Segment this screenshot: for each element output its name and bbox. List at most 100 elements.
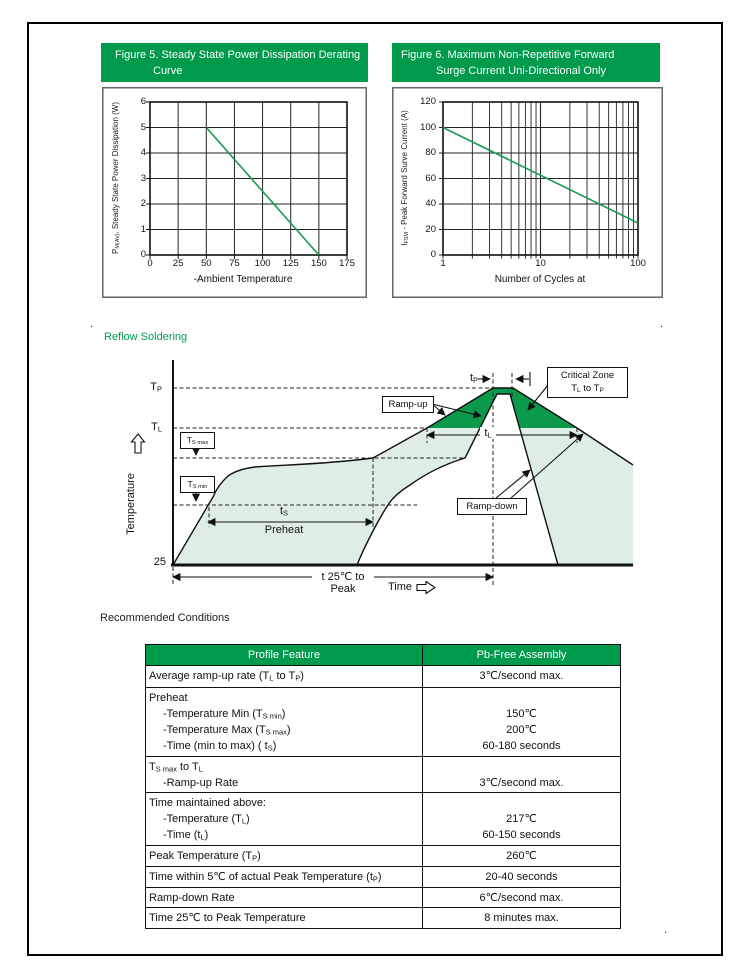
y-tick-label: 100 bbox=[420, 122, 436, 133]
value-line: 260℃ bbox=[506, 850, 537, 862]
profile-fast-line bbox=[172, 387, 634, 566]
tsmin-label-box: TS min bbox=[180, 476, 215, 493]
y-tick-label: 6 bbox=[140, 96, 146, 107]
y-tick-label: 60 bbox=[425, 173, 436, 184]
table-row: Ramp-down Rate 6℃/second max. bbox=[145, 887, 621, 908]
value-line: 60-150 seconds bbox=[482, 829, 561, 841]
value-line bbox=[426, 690, 617, 706]
y-tick-label: 2 bbox=[140, 198, 146, 209]
origin-25-label: 25 bbox=[153, 556, 166, 568]
temperature-up-arrow-icon bbox=[130, 433, 146, 454]
y-tick-label: 5 bbox=[140, 122, 146, 133]
col-header-profile-feature: Profile Feature bbox=[145, 644, 423, 666]
table-row: Peak Temperature (TP) 260℃ bbox=[145, 845, 621, 867]
figure6-y-axis-title: IFSM - Peak Forward Surve Current (A) bbox=[400, 110, 410, 246]
x-tick-label: 1 bbox=[440, 258, 446, 269]
feature-line: Peak Temperature (TP) bbox=[149, 850, 261, 863]
value-line bbox=[426, 795, 617, 811]
x-tick-label: 75 bbox=[229, 258, 240, 269]
value-line: 60-180 seconds bbox=[482, 740, 561, 752]
y-tick-label: 120 bbox=[420, 96, 436, 107]
ramp-down-label-box: Ramp-down bbox=[457, 498, 527, 515]
critical-zone-label-box: Critical Zone TL to TP bbox=[547, 367, 628, 398]
value-line: 150℃ bbox=[506, 708, 537, 720]
stray-dot: . bbox=[660, 318, 664, 330]
critical-zone-line1: Critical Zone bbox=[560, 370, 615, 381]
figure5-grid bbox=[150, 102, 347, 255]
table-row: Time maintained above: -Temperature (TL)… bbox=[145, 792, 621, 846]
critical-zone-line2: TL to TP bbox=[571, 383, 604, 395]
col-header-pb-free: Pb-Free Assembly bbox=[422, 644, 621, 666]
figure5-panel: Figure 5. Steady State Power Dissipation… bbox=[101, 43, 368, 299]
tsmax-label-box: TS max bbox=[180, 432, 215, 449]
figure6-major-grid bbox=[443, 102, 638, 255]
y-tick-label: 1 bbox=[140, 224, 146, 235]
time-right-arrow-icon bbox=[416, 580, 436, 595]
feature-line: -Time (tL) bbox=[163, 829, 209, 842]
feature-line: Time maintained above: bbox=[149, 797, 266, 809]
value-line: 217℃ bbox=[506, 813, 537, 825]
figure6-plot-svg bbox=[392, 87, 663, 298]
t25-to-peak-label: t 25℃ to Peak bbox=[312, 570, 374, 595]
reflow-diagram: TP TL TS max TS min 25 Temperature Ramp-… bbox=[120, 355, 640, 605]
x-tick-label: 100 bbox=[254, 258, 271, 269]
profile-slow-line bbox=[356, 393, 559, 566]
y-tick-label: 0 bbox=[140, 249, 146, 260]
stray-dot: . bbox=[664, 924, 668, 936]
feature-line: -Temperature Max (TS max) bbox=[163, 724, 291, 737]
tp-axis-label: TP bbox=[150, 381, 162, 394]
value-line bbox=[426, 759, 617, 775]
time-axis-label: Time bbox=[387, 581, 412, 593]
plot-border bbox=[149, 101, 348, 256]
preheat-label: Preheat bbox=[264, 524, 304, 536]
x-tick-label: 10 bbox=[535, 258, 546, 269]
figure5-x-axis-title: -Ambient Temperature bbox=[193, 274, 293, 285]
tl-time-label: tL bbox=[480, 427, 496, 440]
figure5-plot-svg bbox=[102, 87, 367, 298]
derating-line bbox=[205, 126, 320, 256]
value-line: 8 minutes max. bbox=[484, 912, 559, 924]
table-row: Average ramp-up rate (TL to TP) 3℃/secon… bbox=[145, 665, 621, 688]
feature-line: Preheat bbox=[149, 692, 188, 704]
figure6-title-line1: Figure 6. Maximum Non-Repetitive Forward bbox=[401, 49, 615, 61]
x-tick-label: 25 bbox=[172, 258, 184, 269]
table-row: Time within 5℃ of actual Peak Temperatur… bbox=[145, 866, 621, 888]
y-tick-label: 4 bbox=[140, 147, 146, 158]
feature-line: -Ramp-up Rate bbox=[163, 777, 239, 789]
feature-line: Ramp-down Rate bbox=[149, 892, 235, 904]
chart-frame bbox=[392, 87, 663, 298]
temperature-axis-label: Temperature bbox=[125, 473, 137, 535]
feature-line: -Temperature (TL) bbox=[163, 813, 250, 826]
x-tick-label: 125 bbox=[282, 258, 299, 269]
surge-line bbox=[442, 126, 639, 224]
ts-time-label: tS bbox=[279, 505, 289, 518]
figure6-title-line2: Surge Current Uni-Directional Only bbox=[436, 65, 606, 77]
conditions-heading: Recommended Conditions bbox=[100, 612, 230, 624]
figure6-title: Figure 6. Maximum Non-Repetitive Forward… bbox=[392, 43, 660, 82]
figure5-title: Figure 5. Steady State Power Dissipation… bbox=[101, 43, 368, 82]
page-border bbox=[27, 22, 723, 956]
figure6-panel: Figure 6. Maximum Non-Repetitive Forward… bbox=[392, 43, 663, 299]
ramp-up-label-box: Ramp-up bbox=[382, 396, 434, 413]
feature-line: -Time (min to max) ( tS) bbox=[163, 740, 277, 753]
figure5-title-line1: Figure 5. Steady State Power Dissipation… bbox=[115, 49, 361, 61]
value-line: 6℃/second max. bbox=[479, 892, 564, 904]
y-tick-label: 40 bbox=[425, 198, 436, 209]
table-header-row: Profile Feature Pb-Free Assembly bbox=[145, 644, 621, 666]
feature-line: TS max to TL bbox=[149, 761, 203, 774]
x-tick-label: 50 bbox=[201, 258, 212, 269]
figure5-chart: 6 5 4 3 2 1 0 0 25 50 75 100 125 150 175… bbox=[102, 87, 367, 298]
figure6-chart: 120 100 80 60 40 20 0 1 10 100 IFSM - Pe… bbox=[392, 87, 663, 298]
value-line: 3℃/second max. bbox=[479, 777, 564, 789]
x-tick-label: 0 bbox=[147, 258, 153, 269]
tl-axis-label: TL bbox=[151, 421, 162, 434]
feature-line: Time within 5℃ of actual Peak Temperatur… bbox=[149, 871, 382, 884]
y-tick-label: 3 bbox=[140, 173, 146, 184]
tp-time-label: tP bbox=[469, 372, 478, 385]
figure5-title-line2: Curve bbox=[153, 65, 183, 77]
reflow-section-heading: Reflow Soldering bbox=[104, 331, 188, 343]
x-tick-label: 100 bbox=[630, 258, 646, 269]
value-line: 200℃ bbox=[506, 724, 537, 736]
reference-dashed-lines bbox=[172, 373, 578, 585]
